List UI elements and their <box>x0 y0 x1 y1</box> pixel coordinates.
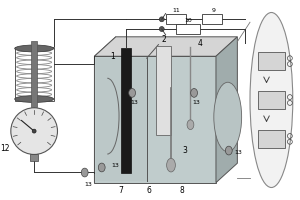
Ellipse shape <box>15 96 54 102</box>
Ellipse shape <box>159 17 164 22</box>
Text: 10: 10 <box>184 18 192 23</box>
Text: 4: 4 <box>198 39 203 48</box>
Text: 13: 13 <box>85 182 92 187</box>
Text: 12: 12 <box>0 144 10 153</box>
Bar <box>121 48 131 173</box>
Text: 1: 1 <box>110 52 115 61</box>
Text: 7: 7 <box>119 186 124 195</box>
Text: 13: 13 <box>192 100 200 105</box>
Ellipse shape <box>167 158 176 172</box>
Text: 13: 13 <box>111 163 119 168</box>
Polygon shape <box>94 37 116 183</box>
Bar <box>31 41 37 107</box>
Ellipse shape <box>32 129 36 133</box>
Text: 3: 3 <box>182 146 187 155</box>
Ellipse shape <box>214 82 242 152</box>
Bar <box>15 47 54 101</box>
Ellipse shape <box>11 108 58 154</box>
Ellipse shape <box>98 163 105 172</box>
Bar <box>156 46 172 135</box>
Polygon shape <box>216 37 237 183</box>
Ellipse shape <box>15 45 54 52</box>
Bar <box>258 91 285 109</box>
Bar <box>202 14 221 24</box>
Text: 2: 2 <box>161 35 166 44</box>
Ellipse shape <box>159 27 164 31</box>
Text: 9: 9 <box>212 8 216 13</box>
Polygon shape <box>94 56 216 183</box>
Bar <box>30 154 38 161</box>
Polygon shape <box>96 58 147 181</box>
Ellipse shape <box>81 168 88 177</box>
Text: 13: 13 <box>130 100 138 105</box>
Text: 6: 6 <box>146 186 151 195</box>
Text: 13: 13 <box>235 150 242 155</box>
Bar <box>258 52 285 70</box>
Bar <box>166 14 186 24</box>
Ellipse shape <box>250 12 293 188</box>
Text: 8: 8 <box>180 186 184 195</box>
Ellipse shape <box>187 120 194 130</box>
Ellipse shape <box>129 89 136 97</box>
Polygon shape <box>94 37 237 56</box>
Bar <box>258 130 285 148</box>
Text: 11: 11 <box>172 8 180 13</box>
Ellipse shape <box>225 146 232 155</box>
Ellipse shape <box>191 89 197 97</box>
Bar <box>176 24 200 34</box>
